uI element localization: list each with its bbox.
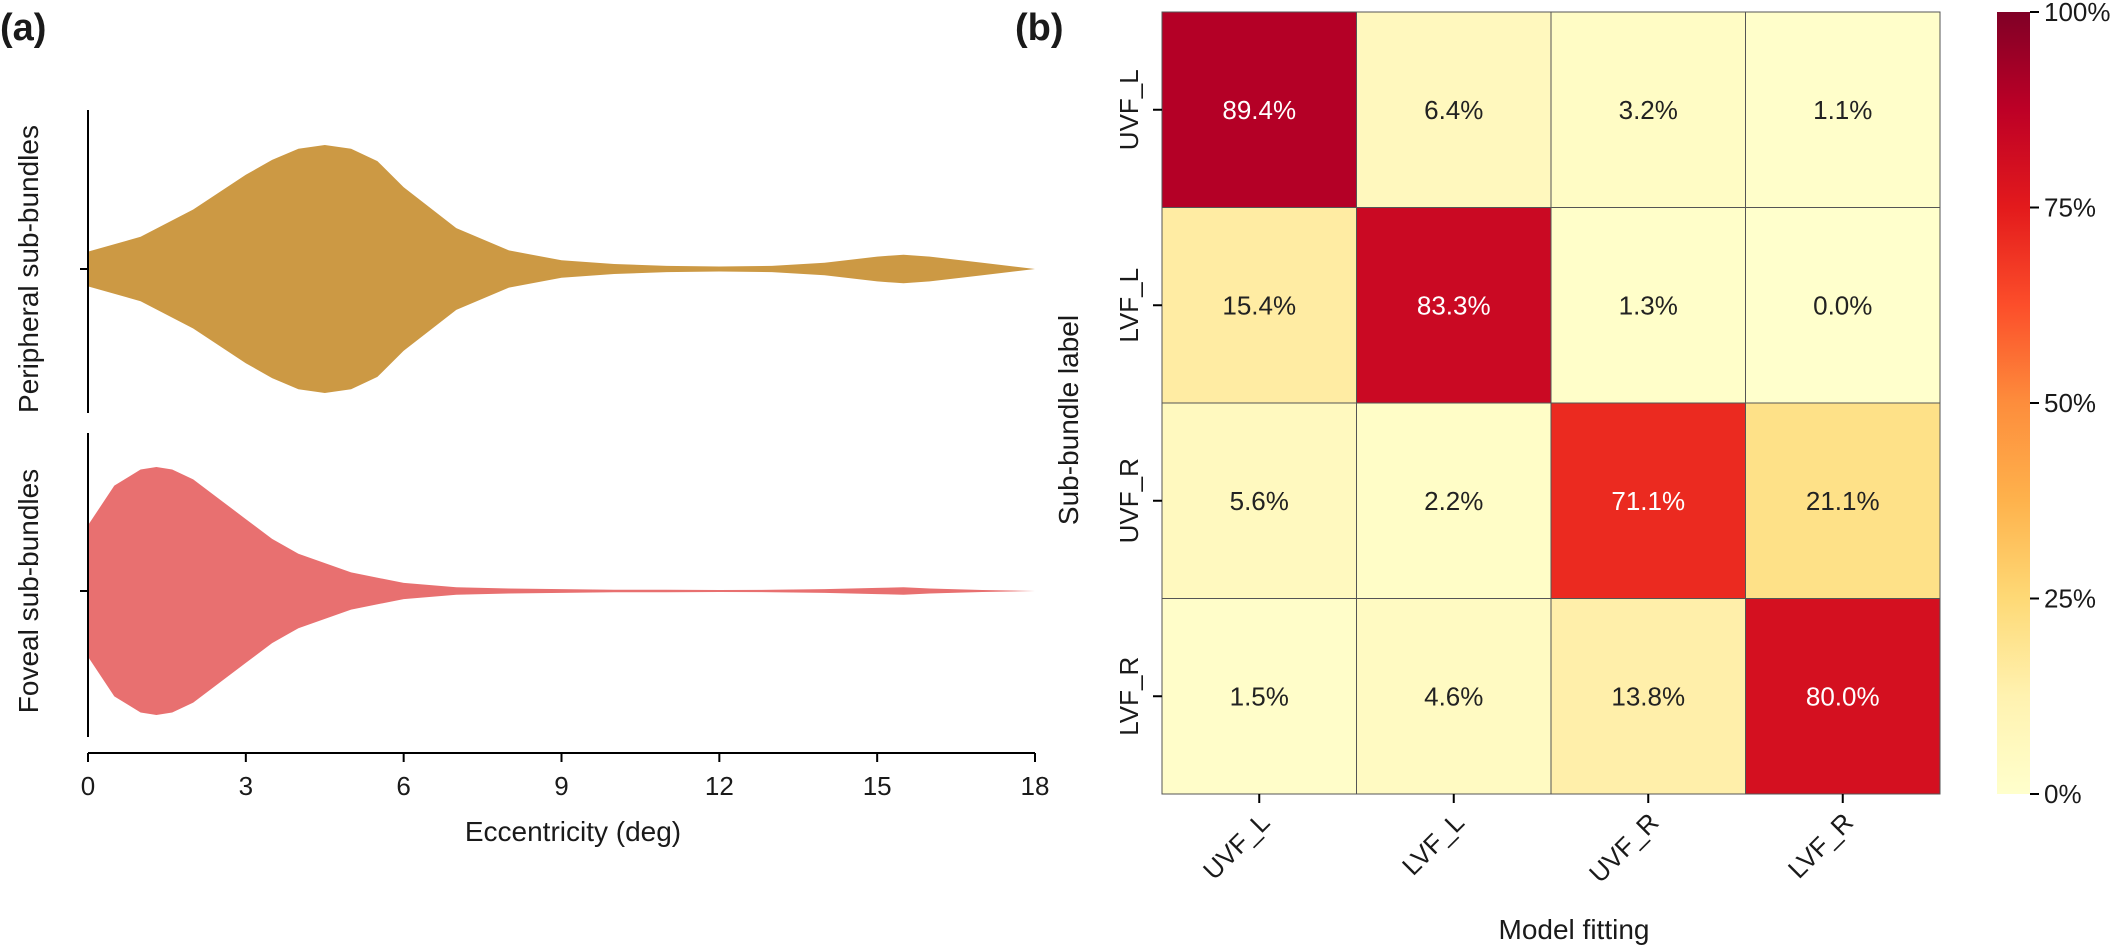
- heatmap-chart: (b) 89.4% 6.4% 3.2% 1.1% 15.4% 83.3% 1.3% 0.0% 5…: [1015, 0, 2111, 945]
- x-tick-label: 15: [863, 771, 892, 801]
- heatmap-x-tick-label: LVF_R: [1782, 807, 1859, 884]
- heatmap-cell-label: 0.0%: [1813, 290, 1872, 320]
- violin-chart: (a) Peripheral sub-bundles Foveal sub-bu…: [0, 7, 1049, 847]
- heatmap-cell: [1356, 402, 1552, 599]
- heatmap-y-tick-label: LVF_L: [1114, 268, 1144, 343]
- x-tick-label: 6: [396, 771, 410, 801]
- x-tick-label: 9: [554, 771, 568, 801]
- heatmap-y-tick-label: UVF_L: [1114, 69, 1144, 150]
- heatmap-cell: [1745, 402, 1941, 599]
- x-tick-group: 0 3 6 9 12 15 18: [81, 753, 1050, 801]
- heatmap-cell: [1745, 11, 1941, 208]
- x-tick-label: 3: [239, 771, 253, 801]
- colorbar-tick-label: 75%: [2044, 193, 2096, 223]
- y-category-label-peripheral: Peripheral sub-bundles: [13, 125, 44, 413]
- heatmap-x-tick-label: UVF_L: [1197, 807, 1275, 885]
- heatmap-x-tick-label: UVF_R: [1583, 807, 1664, 888]
- x-tick-label: 12: [705, 771, 734, 801]
- heatmap-cell: [1356, 598, 1552, 795]
- heatmap-value-label-group: 89.4% 6.4% 3.2% 1.1% 15.4% 83.3% 1.3% 0.0% 5.6% 2…: [1222, 95, 1879, 712]
- colorbar-tick-label: 50%: [2044, 388, 2096, 418]
- colorbar-tick-label: 25%: [2044, 584, 2096, 614]
- heatmap-cell: [1161, 207, 1357, 404]
- heatmap-y-tick-label: LVF_R: [1114, 657, 1144, 736]
- colorbar-tick-group: 0% 25% 50% 75% 100%: [2030, 0, 2111, 809]
- y-category-label-foveal: Foveal sub-bundles: [13, 469, 44, 713]
- heatmap-cell-label: 83.3%: [1417, 290, 1491, 320]
- panel-b-label: (b): [1015, 7, 1064, 49]
- heatmap-cell-label: 1.3%: [1619, 290, 1678, 320]
- violin-series-group: [88, 145, 1035, 715]
- x-axis-label: Eccentricity (deg): [465, 816, 681, 847]
- heatmap-cell: [1550, 402, 1746, 599]
- x-tick-label: 18: [1021, 771, 1050, 801]
- heatmap-x-axis-label: Model fitting: [1499, 914, 1650, 945]
- heatmap-x-tick-label: LVF_L: [1396, 807, 1470, 881]
- heatmap-cell-label: 4.6%: [1424, 681, 1483, 711]
- colorbar: [1997, 12, 2030, 794]
- heatmap-cell-label: 15.4%: [1222, 290, 1296, 320]
- heatmap-cell-label: 13.8%: [1611, 681, 1685, 711]
- heatmap-cell: [1550, 598, 1746, 795]
- heatmap-y-tick-label: UVF_R: [1114, 458, 1144, 543]
- colorbar-tick-label: 100%: [2044, 0, 2111, 27]
- heatmap-cell-label: 80.0%: [1806, 681, 1880, 711]
- heatmap-cell-label: 2.2%: [1424, 486, 1483, 516]
- heatmap-cell-label: 21.1%: [1806, 486, 1880, 516]
- heatmap-cell-label: 89.4%: [1222, 95, 1296, 125]
- heatmap-cell: [1550, 207, 1746, 404]
- heatmap-cell: [1161, 402, 1357, 599]
- heatmap-cell-label: 1.5%: [1230, 681, 1289, 711]
- heatmap-cell-label: 6.4%: [1424, 95, 1483, 125]
- heatmap-cell-label: 3.2%: [1619, 95, 1678, 125]
- heatmap-cell-group: [1161, 11, 1941, 795]
- heatmap-cell: [1550, 11, 1746, 208]
- heatmap-cell: [1745, 207, 1941, 404]
- heatmap-x-tick-group: UVF_L LVF_L UVF_R LVF_R: [1197, 794, 1859, 889]
- heatmap-cell: [1161, 11, 1357, 208]
- x-tick-label: 0: [81, 771, 95, 801]
- violin-peripheral: [88, 145, 1035, 393]
- heatmap-cell: [1356, 11, 1552, 208]
- colorbar-tick-label: 0%: [2044, 779, 2082, 809]
- heatmap-cell-label: 5.6%: [1230, 486, 1289, 516]
- heatmap-y-axis-label: Sub-bundle label: [1053, 315, 1084, 525]
- heatmap-cell-label: 1.1%: [1813, 95, 1872, 125]
- heatmap-cell-label: 71.1%: [1611, 486, 1685, 516]
- heatmap-y-tick-group: UVF_L LVF_L UVF_R LVF_R: [1114, 69, 1162, 736]
- panel-a-label: (a): [0, 7, 46, 49]
- violin-foveal: [88, 467, 1035, 715]
- heatmap-cell: [1745, 598, 1941, 795]
- heatmap-cell: [1161, 598, 1357, 795]
